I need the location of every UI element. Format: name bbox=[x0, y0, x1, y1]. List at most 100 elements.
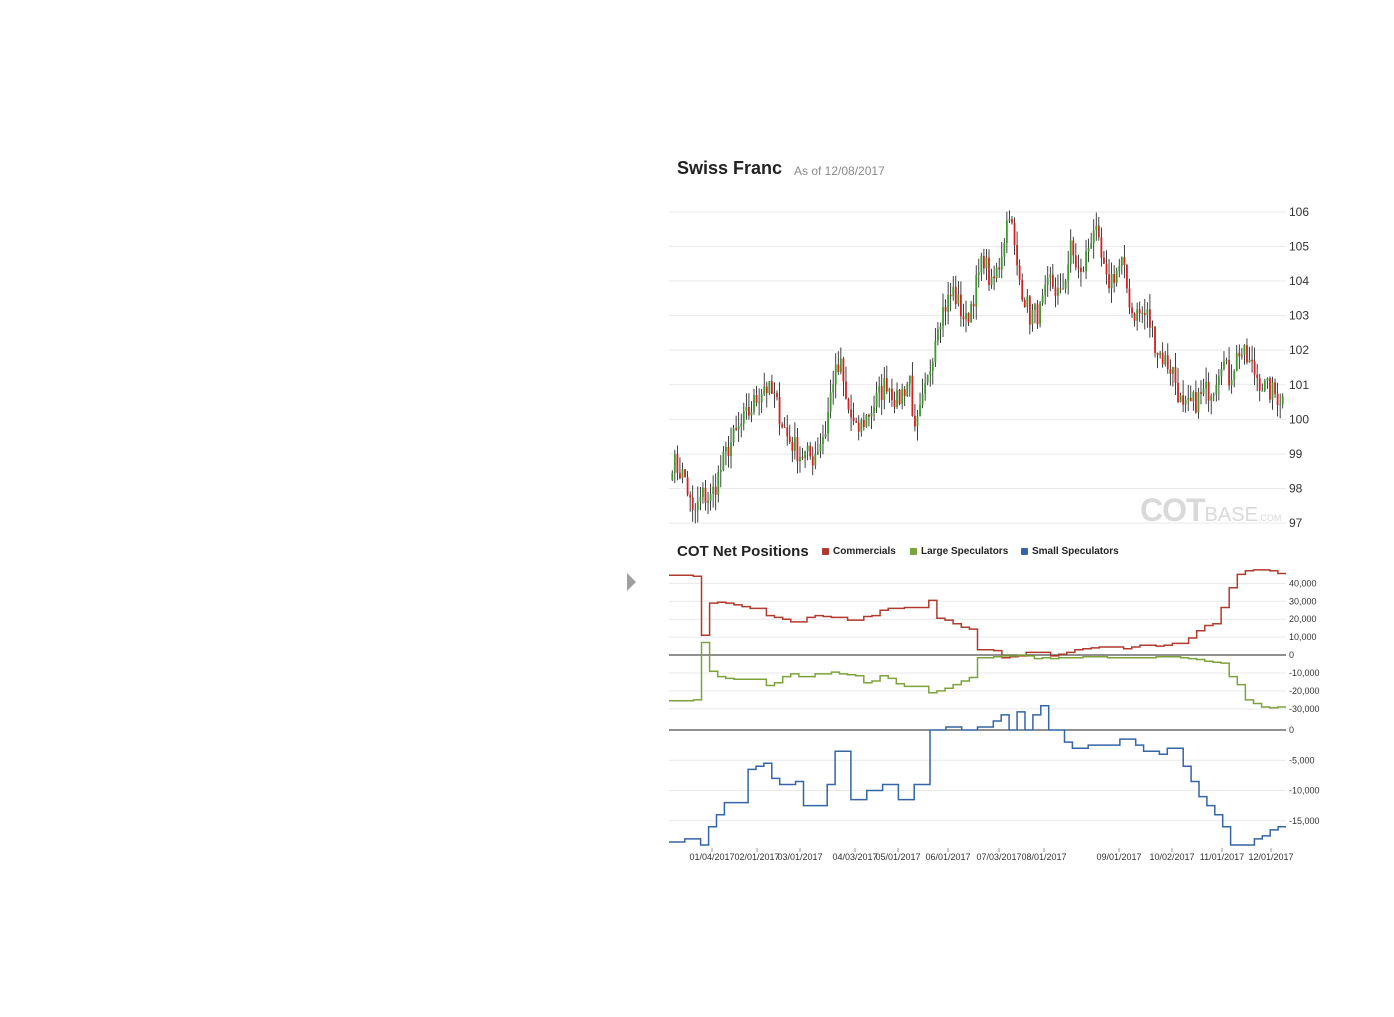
candle-down bbox=[845, 381, 847, 399]
candle-down bbox=[689, 494, 692, 498]
candle-down bbox=[1100, 237, 1103, 258]
candle-up bbox=[806, 445, 809, 452]
candle-up bbox=[1039, 302, 1041, 325]
candle-up bbox=[985, 257, 988, 269]
candle-down bbox=[962, 316, 965, 320]
candle-up bbox=[1136, 309, 1139, 321]
candle-up bbox=[1146, 309, 1149, 315]
candle-up bbox=[1197, 392, 1200, 413]
candle-down bbox=[1258, 378, 1261, 391]
series-line-commercials bbox=[669, 569, 1286, 659]
legend-swatch-small-speculators bbox=[1021, 548, 1028, 555]
candle-down bbox=[679, 472, 681, 479]
candle-up bbox=[860, 420, 863, 432]
candle-down bbox=[1131, 307, 1133, 314]
candle-up bbox=[995, 267, 998, 279]
candle-down bbox=[1200, 392, 1202, 394]
candle-up bbox=[883, 378, 886, 400]
candle-down bbox=[1177, 383, 1179, 402]
legend-item-large-speculators[interactable]: Large Speculators bbox=[910, 546, 1008, 557]
candle-down bbox=[1143, 312, 1146, 315]
candle-up bbox=[1090, 243, 1093, 249]
candle-down bbox=[857, 422, 860, 432]
legend-item-small-speculators[interactable]: Small Speculators bbox=[1021, 546, 1119, 557]
candle-up bbox=[921, 394, 924, 406]
candle-down bbox=[755, 395, 758, 403]
candle-up bbox=[865, 414, 868, 428]
candle-down bbox=[1251, 359, 1253, 362]
candle-down bbox=[982, 255, 985, 269]
candle-up bbox=[1095, 225, 1098, 231]
candle-up bbox=[1118, 265, 1121, 271]
candle-down bbox=[1074, 255, 1077, 268]
candle-up bbox=[732, 428, 735, 443]
candle-up bbox=[1082, 271, 1085, 273]
candle-down bbox=[972, 303, 975, 307]
candle-up bbox=[827, 411, 829, 434]
series-line-small-speculators bbox=[669, 705, 1286, 846]
candle-down bbox=[891, 388, 893, 401]
candle-up bbox=[1049, 274, 1052, 278]
page-title: Swiss Franc bbox=[677, 158, 783, 178]
candle-down bbox=[914, 415, 916, 427]
candle-down bbox=[852, 417, 855, 421]
watermark-part3: .COM bbox=[1257, 513, 1282, 523]
candle-up bbox=[707, 500, 709, 503]
candle-down bbox=[770, 381, 773, 394]
candle-up bbox=[719, 470, 722, 473]
candle-up bbox=[1187, 397, 1190, 401]
cot-y-tick-label: -10,000 bbox=[1289, 786, 1320, 796]
candle-down bbox=[1207, 382, 1210, 401]
candle-up bbox=[839, 358, 842, 372]
candle-up bbox=[952, 286, 955, 297]
cot-x-tick-label: 07/03/2017 bbox=[976, 852, 1021, 862]
expand-arrow-icon[interactable] bbox=[627, 573, 636, 591]
as-of-date: As of 12/08/2017 bbox=[794, 164, 885, 178]
candle-up bbox=[1115, 270, 1118, 283]
candle-up bbox=[1046, 277, 1049, 285]
cot-y-tick-label: -10,000 bbox=[1289, 668, 1320, 678]
candle-down bbox=[788, 436, 791, 442]
candle-down bbox=[776, 393, 778, 398]
candle-up bbox=[1064, 280, 1067, 289]
candle-down bbox=[781, 424, 784, 427]
candle-down bbox=[1016, 245, 1018, 266]
candle-up bbox=[1179, 395, 1182, 402]
legend-item-commercials[interactable]: Commercials bbox=[822, 546, 896, 557]
candle-down bbox=[1011, 219, 1013, 223]
watermark-part1: COT bbox=[1140, 492, 1206, 528]
candle-down bbox=[1077, 267, 1080, 269]
watermark-part2: BASE bbox=[1204, 504, 1258, 526]
candle-up bbox=[931, 362, 934, 372]
candle-down bbox=[684, 469, 686, 478]
candle-up bbox=[1263, 380, 1266, 391]
candle-down bbox=[765, 386, 768, 394]
candle-up bbox=[1008, 219, 1011, 221]
candle-down bbox=[898, 390, 901, 404]
candle-up bbox=[1026, 296, 1029, 308]
candle-down bbox=[1128, 288, 1131, 308]
candle-down bbox=[714, 486, 717, 495]
candle-up bbox=[730, 442, 732, 457]
candle-up bbox=[924, 382, 927, 395]
cot-x-tick-label: 01/04/2017 bbox=[689, 852, 734, 862]
candle-up bbox=[965, 312, 967, 320]
candle-up bbox=[673, 454, 676, 473]
cot-y-tick-label: -20,000 bbox=[1289, 686, 1320, 696]
candle-down bbox=[686, 477, 689, 495]
candle-up bbox=[1215, 385, 1218, 395]
series-line-large-speculators bbox=[669, 641, 1286, 709]
cotbase-logo: COTBASE.COM bbox=[1140, 492, 1281, 529]
candle-up bbox=[1003, 243, 1006, 257]
candle-down bbox=[1166, 355, 1169, 370]
candle-up bbox=[1085, 251, 1087, 272]
candle-down bbox=[1274, 382, 1276, 394]
candle-down bbox=[1269, 378, 1271, 400]
candle-up bbox=[1000, 256, 1003, 270]
candle-up bbox=[1271, 382, 1274, 400]
candle-down bbox=[801, 457, 804, 459]
candle-down bbox=[1097, 225, 1100, 238]
candle-up bbox=[760, 394, 763, 403]
candle-up bbox=[1281, 396, 1284, 405]
candle-down bbox=[842, 358, 845, 382]
